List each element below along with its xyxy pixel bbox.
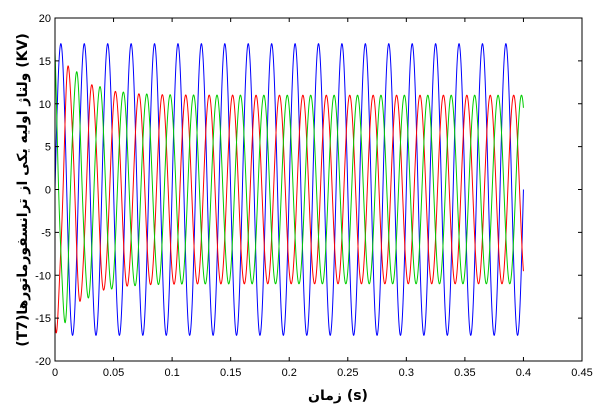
- x-axis-title: زمان (s): [308, 388, 368, 404]
- y-tick-label: 10: [39, 99, 51, 111]
- x-axis: 0 0.05 0.1 0.15 0.2 0.25 0.3 0.35 0.4 0.45: [52, 18, 593, 379]
- series-line-phase-a: [55, 43, 524, 336]
- y-tick-label: -20: [35, 356, 51, 368]
- x-tick-label: 0.1: [164, 367, 179, 379]
- y-tick-label: -15: [35, 313, 51, 325]
- x-tick-label: 0.15: [220, 367, 241, 379]
- x-tick-label: 0.25: [337, 367, 358, 379]
- x-tick-label: 0.05: [103, 367, 124, 379]
- y-tick-label: 15: [39, 56, 51, 68]
- y-tick-label: -10: [35, 270, 51, 282]
- series-line-phase-c: [55, 52, 524, 324]
- y-tick-label: -5: [41, 227, 51, 239]
- x-tick-label: 0.35: [454, 367, 475, 379]
- x-tick-label: 0.2: [282, 367, 297, 379]
- x-tick-label: 0.45: [571, 367, 592, 379]
- y-tick-label: 5: [45, 142, 51, 154]
- y-tick-label: 20: [39, 13, 51, 25]
- y-axis-title: (T7)ولتاژ اولیه یکی از ترانسفورماتورها (…: [15, 33, 31, 347]
- plot-area: [55, 18, 582, 361]
- x-tick-label: 0.3: [399, 367, 414, 379]
- series-layer: [55, 43, 524, 336]
- x-tick-label: 0: [52, 367, 58, 379]
- series-line-phase-b: [55, 65, 524, 334]
- x-tick-label: 0.4: [516, 367, 531, 379]
- y-tick-label: 0: [45, 185, 51, 197]
- y-axis: -20 -15 -10 -5 0 5 10 15 20: [35, 13, 582, 368]
